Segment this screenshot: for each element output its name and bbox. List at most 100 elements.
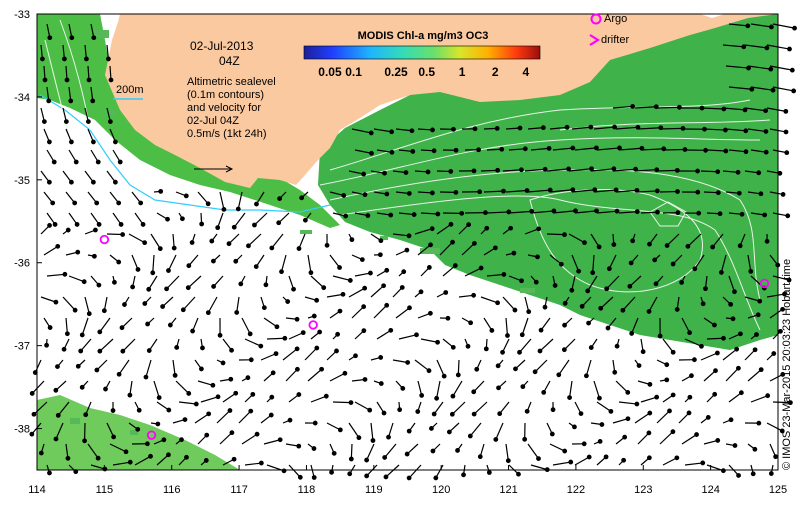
velocity-arrow-head [758,299,762,303]
velocity-arrow-head [297,393,301,397]
velocity-arrow-head [770,25,774,29]
velocity-arrow-head [66,332,70,336]
x-tick-label: 116 [163,484,181,496]
velocity-arrow-head [781,193,785,197]
time-label: 04Z [219,55,240,67]
velocity-arrow-head [230,348,234,352]
velocity-arrow-head [40,451,44,455]
velocity-arrow-head [146,442,150,446]
velocity-arrow-head [54,437,58,441]
velocity-arrow-head [76,364,80,368]
velocity-arrow-head [98,330,102,334]
velocity-arrow-head [600,423,604,427]
velocity-arrow-head [146,322,150,326]
velocity-arrow-head [32,412,36,416]
velocity-arrow-head [583,241,587,245]
velocity-arrow-head [412,213,416,217]
velocity-arrow-head [454,264,458,268]
velocity-arrow-head [628,284,632,288]
velocity-arrow-head [312,314,316,318]
velocity-arrow-head [740,391,744,395]
velocity-arrow-head [631,105,635,109]
velocity-arrow-head [637,364,641,368]
velocity-arrow-head [537,457,541,461]
velocity-arrow-head [513,308,517,312]
velocity-arrow-head [278,197,282,201]
x-tick-label: 114 [28,484,46,496]
velocity-arrow-head [260,461,264,465]
velocity-arrow-head [48,140,52,144]
velocity-arrow-head [280,270,284,274]
velocity-arrow-head [368,408,372,412]
velocity-arrow-head [626,417,630,421]
velocity-arrow-head [502,273,506,277]
velocity-arrow-head [363,286,367,290]
velocity-arrow-head [665,363,669,367]
velocity-arrow-head [738,244,742,248]
velocity-arrow-head [563,302,567,306]
velocity-arrow-head [506,334,510,338]
colorbar-gradient [304,46,540,59]
velocity-arrow-head [54,389,58,393]
velocity-arrow-head [494,438,498,442]
velocity-arrow-head [630,332,634,336]
altimetry-notes: Altimetric sealevel (0.1m contours) and … [187,76,276,141]
velocity-arrow-head [469,434,473,438]
velocity-arrow-head [382,284,386,288]
velocity-arrow-head [182,308,186,312]
velocity-arrow-head [121,349,125,353]
velocity-arrow-head [729,418,733,422]
velocity-arrow-head [579,412,583,416]
velocity-arrow-head [614,188,618,192]
velocity-arrow-head [676,211,680,215]
velocity-arrow-head [407,476,411,480]
velocity-arrow [707,338,723,339]
velocity-arrow-head [485,226,489,230]
velocity-arrow-head [158,247,162,251]
velocity-arrow-head [697,211,701,215]
velocity-arrow-head [717,191,721,195]
x-tick-label: 117 [230,484,248,496]
velocity-arrow-head [235,311,239,315]
velocity-arrow-head [502,189,506,193]
velocity-arrow-head [343,371,347,375]
velocity-arrow-head [48,180,52,184]
velocity-arrow-head [362,305,366,309]
velocity-arrow-head [729,303,733,307]
velocity-arrow-head [647,310,651,314]
velocity-arrow-head [181,217,185,221]
velocity-arrow-head [166,217,170,221]
velocity-arrow-head [763,213,767,217]
velocity-arrow-head [365,458,369,462]
velocity-arrow-head [369,271,373,275]
velocity-arrow-head [746,24,750,28]
velocity-arrow-head [121,233,125,237]
velocity-arrow-head [255,202,259,206]
velocity-arrow-head [704,148,708,152]
velocity-arrow-head [724,149,728,153]
velocity-arrow-head [655,395,659,399]
velocity-arrow-head [249,409,253,413]
velocity-arrow-head [612,167,616,171]
velocity-arrow-head [131,285,135,289]
velocity-arrow-head [696,169,700,173]
velocity-arrow-head [618,146,622,150]
velocity-arrow-head [109,78,113,82]
velocity-arrow-head [605,287,609,291]
velocity-arrow-head [635,210,639,214]
velocity-arrow-head [615,209,619,213]
velocity-arrow-head [595,146,599,150]
y-tick-label: -34 [14,92,30,104]
velocity-arrow-head [731,317,735,321]
velocity-arrow-head [159,190,163,194]
velocity-arrow-head [113,281,117,285]
velocity-arrow-head [322,286,326,290]
velocity-arrow-head [48,471,52,475]
velocity-arrow-head [587,321,591,325]
velocity-arrow-head [435,397,439,401]
velocity-arrow-head [111,409,115,413]
velocity-arrow-head [51,201,55,205]
velocity-arrow-head [704,287,708,291]
velocity-arrow-head [269,413,273,417]
